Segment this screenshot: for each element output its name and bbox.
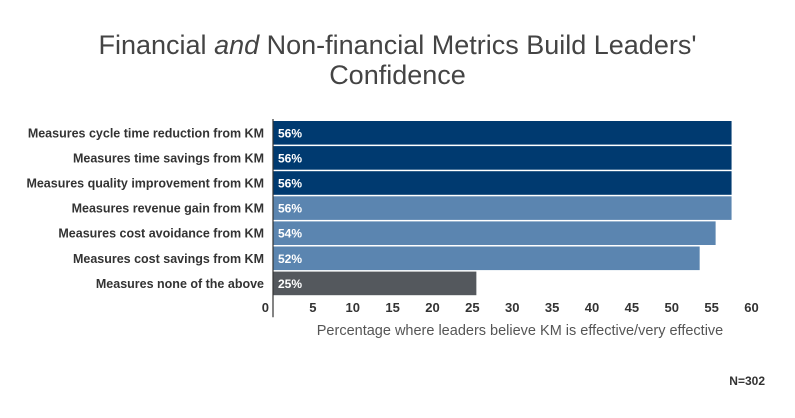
- bar-data-label: 52%: [278, 252, 302, 266]
- bar-data-label: 25%: [278, 277, 302, 291]
- x-tick-label: 10: [346, 300, 360, 315]
- bar-data-label: 56%: [278, 126, 302, 140]
- chart-title-segment: Non-financial Metrics Build Leaders': [259, 30, 696, 60]
- x-tick-label: 55: [704, 300, 718, 315]
- category-labels: Measures cycle time reduction from KM Mea…: [26, 126, 264, 291]
- category-label: Measures cycle time reduction from KM: [28, 126, 264, 140]
- bars: [273, 121, 732, 296]
- chart-title-segment: Confidence: [329, 60, 466, 90]
- bar: [273, 271, 477, 296]
- chart-title-segment: and: [214, 30, 260, 60]
- bar-data-label: 54%: [278, 227, 302, 241]
- x-tick-label: 45: [625, 300, 639, 315]
- bar: [273, 171, 732, 195]
- chart-title-line: Financial and Non-financial Metrics Buil…: [99, 30, 697, 60]
- bar: [273, 121, 732, 145]
- bar: [273, 196, 732, 220]
- x-tick-label: 35: [545, 300, 559, 315]
- x-tick-label: 30: [505, 300, 519, 315]
- bar: [273, 146, 732, 170]
- x-tick-label: 60: [744, 300, 758, 315]
- sample-size-note: N=302: [729, 374, 765, 388]
- x-tick-labels: 0 5 10 15 20 25 30 35 40 45 50 55 60: [262, 300, 759, 315]
- bar-data-label: 56%: [278, 202, 302, 216]
- chart-title-line: Confidence: [329, 60, 466, 90]
- bar: [273, 221, 716, 245]
- bar-data-labels: 56% 56% 56% 56% 54% 52% 25%: [278, 126, 302, 291]
- x-tick-label: 20: [425, 300, 439, 315]
- x-tick-label: 0: [262, 300, 269, 315]
- category-label: Measures none of the above: [96, 277, 264, 291]
- category-label: Measures cost avoidance from KM: [58, 227, 264, 241]
- x-tick-label: 25: [465, 300, 479, 315]
- chart-title-segment: Financial: [99, 30, 215, 60]
- x-tick-label: 40: [585, 300, 599, 315]
- x-axis-title: Percentage where leaders believe KM is e…: [317, 323, 723, 339]
- category-label: Measures revenue gain from KM: [72, 202, 264, 216]
- x-tick-label: 15: [385, 300, 399, 315]
- bar: [273, 246, 700, 271]
- bar-data-label: 56%: [278, 177, 302, 191]
- category-label: Measures quality improvement from KM: [26, 177, 264, 191]
- bar-data-label: 56%: [278, 151, 302, 165]
- category-label: Measures cost savings from KM: [73, 252, 264, 266]
- x-tick-label: 5: [309, 300, 316, 315]
- x-tick-label: 50: [665, 300, 679, 315]
- chart-title: Financial and Non-financial Metrics Buil…: [99, 30, 697, 90]
- category-label: Measures time savings from KM: [73, 151, 264, 165]
